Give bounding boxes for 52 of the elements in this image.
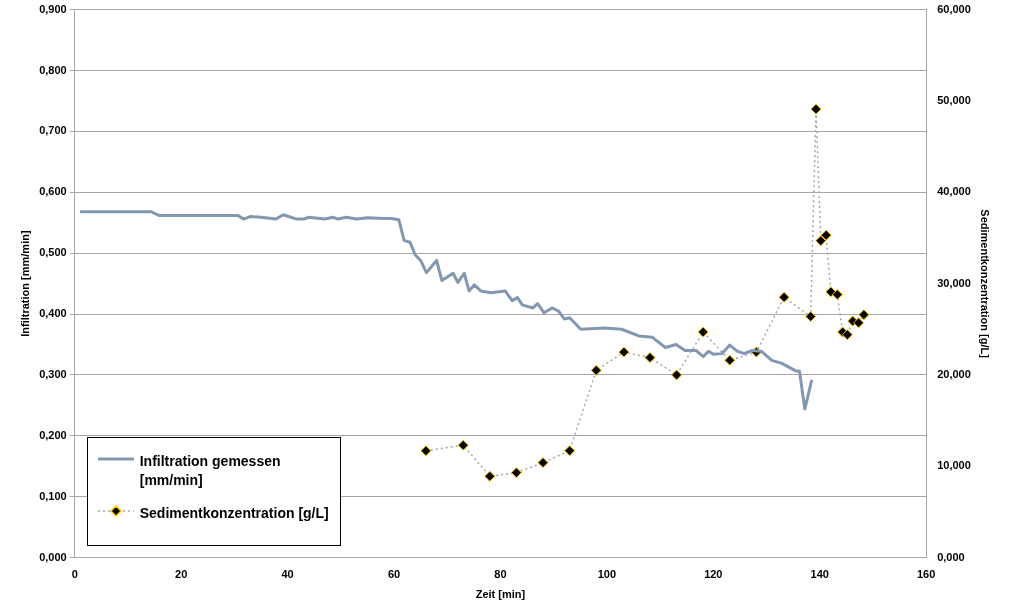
point: [590, 364, 602, 376]
point: [484, 470, 496, 482]
y2-tick-label: 20,000: [937, 367, 971, 380]
y2-tick-label: 60,000: [937, 2, 971, 15]
point: [805, 310, 817, 322]
point: [457, 439, 469, 451]
x-tick-label: 120: [704, 568, 723, 581]
point: [537, 457, 549, 469]
x-tick-label: 80: [494, 568, 507, 581]
y2-tick-label: 50,000: [937, 93, 971, 106]
point: [671, 369, 683, 381]
y2-tick-label: 10,000: [937, 459, 971, 472]
point: [841, 329, 853, 341]
y2-tick-label: 40,000: [937, 185, 971, 198]
point: [724, 354, 736, 366]
x-tick-label: 100: [597, 568, 617, 581]
x-tick-label: 60: [387, 568, 401, 581]
point: [618, 346, 630, 358]
point: [810, 103, 822, 115]
point: [564, 445, 576, 457]
y-tick-label: 0,400: [39, 307, 67, 320]
point: [778, 291, 790, 303]
point: [820, 229, 832, 241]
point: [510, 467, 522, 479]
point: [853, 317, 865, 329]
point: [420, 445, 432, 457]
x-tick-label: 140: [810, 568, 829, 581]
point: [697, 326, 709, 338]
x-tick-label: 20: [175, 568, 188, 581]
point: [815, 235, 827, 247]
point: [858, 309, 870, 321]
y-tick-label: 0,700: [39, 124, 67, 137]
y-axis-title: Infiltration [mm/min]: [18, 230, 31, 337]
x-axis-title: Zeit [min]: [475, 588, 526, 601]
x-tick-label: 40: [281, 568, 294, 581]
y2-axis-title: Sedimentkonzentration [g/L]: [979, 209, 992, 359]
x-tick-label: 0: [71, 568, 78, 581]
y-tick-label: 0,100: [39, 489, 67, 502]
y-tick-label: 0,300: [39, 367, 67, 380]
point: [831, 289, 843, 301]
point: [644, 352, 656, 364]
y-tick-label: 0,600: [39, 185, 67, 198]
x-tick-label: 160: [916, 568, 936, 581]
y-tick-label: 0,000: [39, 550, 67, 563]
y2-tick-label: 30,000: [937, 276, 971, 289]
legend-label: Infiltration gemessen [mm/min]: [139, 451, 282, 490]
y-tick-label: 0,800: [39, 63, 67, 76]
y-tick-label: 0,500: [39, 246, 67, 259]
legend-label: Sedimentkonzentration [g/L]: [139, 503, 330, 523]
y-tick-label: 0,200: [39, 428, 67, 441]
y-tick-label: 0,900: [39, 2, 67, 15]
y2-tick-label: 0,000: [937, 550, 965, 563]
